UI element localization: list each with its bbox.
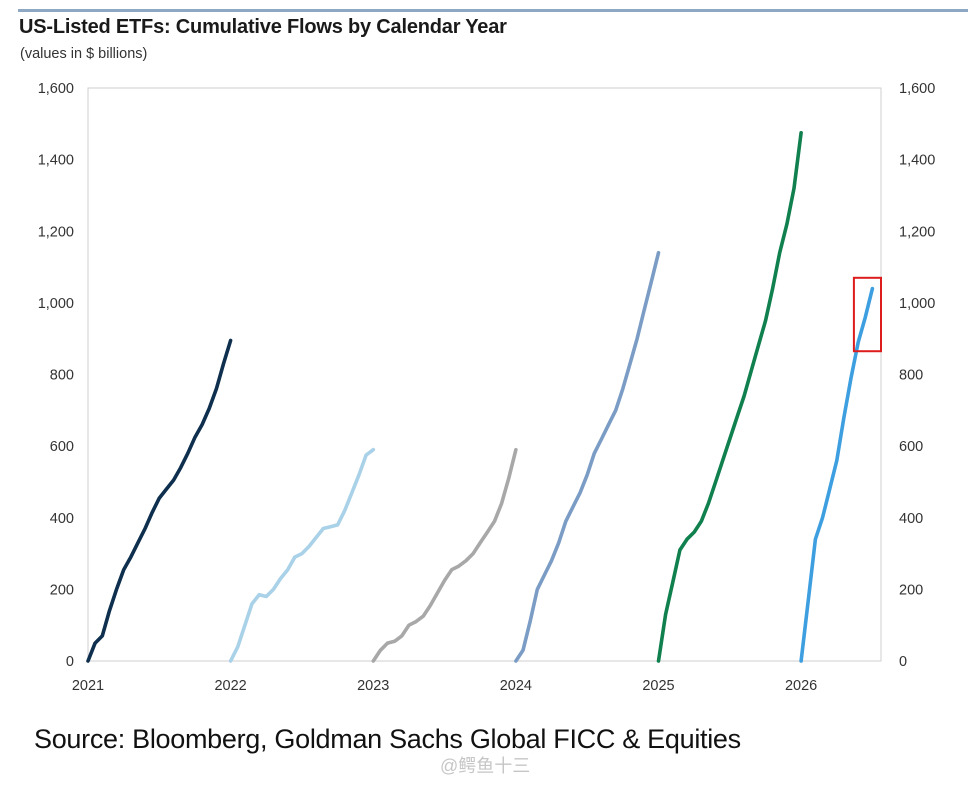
- y-axis-right: 0 200 400 600 800 1,000 1,200 1,400 1,600: [899, 81, 935, 670]
- y-tick-label-left: 1,200: [38, 224, 74, 240]
- series-line-4: [656, 131, 803, 663]
- y-tick-label-right: 800: [899, 368, 923, 384]
- series-line-5: [799, 286, 875, 663]
- y-tick-label-left: 200: [50, 582, 74, 598]
- y-tick-label-right: 600: [899, 439, 923, 455]
- y-tick-label-left: 600: [50, 439, 74, 455]
- x-tick-label: 2026: [785, 678, 817, 694]
- y-tick-label-right: 0: [899, 654, 907, 670]
- y-tick-label-left: 800: [50, 368, 74, 384]
- chart-subtitle: (values in $ billions): [20, 46, 148, 62]
- x-axis: 2021 2022 2023 2024 2025 2026: [72, 678, 817, 694]
- y-tick-label-left: 1,000: [38, 296, 74, 312]
- y-tick-label-right: 1,000: [899, 296, 935, 312]
- highlight-box: [852, 276, 882, 353]
- watermark: @鳄鱼十三: [440, 756, 531, 776]
- y-tick-label-right: 1,200: [899, 224, 935, 240]
- y-tick-label-left: 400: [50, 511, 74, 527]
- y-tick-label-right: 1,400: [899, 153, 935, 169]
- x-tick-label: 2021: [72, 678, 104, 694]
- series-line-3: [514, 250, 661, 663]
- x-tick-label: 2022: [214, 678, 246, 694]
- y-tick-label-right: 400: [899, 511, 923, 527]
- y-axis-left: 0 200 400 600 800 1,000 1,200 1,400 1,600: [38, 81, 74, 670]
- plot-area-frame: [87, 87, 882, 662]
- y-tick-label-left: 0: [66, 654, 74, 670]
- y-tick-label-right: 1,600: [899, 81, 935, 97]
- source-note: Source: Bloomberg, Goldman Sachs Global …: [34, 724, 741, 754]
- series-line-0: [86, 338, 233, 663]
- y-tick-label-left: 1,400: [38, 153, 74, 169]
- y-tick-label-right: 200: [899, 582, 923, 598]
- top-rule: [18, 9, 968, 12]
- series-line-1: [228, 447, 376, 663]
- x-tick-label: 2023: [357, 678, 389, 694]
- x-tick-label: 2025: [642, 678, 674, 694]
- x-tick-label: 2024: [500, 678, 532, 694]
- y-tick-label-left: 1,600: [38, 81, 74, 97]
- series-line-2: [371, 447, 518, 663]
- series-layer: [86, 131, 875, 663]
- chart-title: US-Listed ETFs: Cumulative Flows by Cale…: [19, 16, 507, 38]
